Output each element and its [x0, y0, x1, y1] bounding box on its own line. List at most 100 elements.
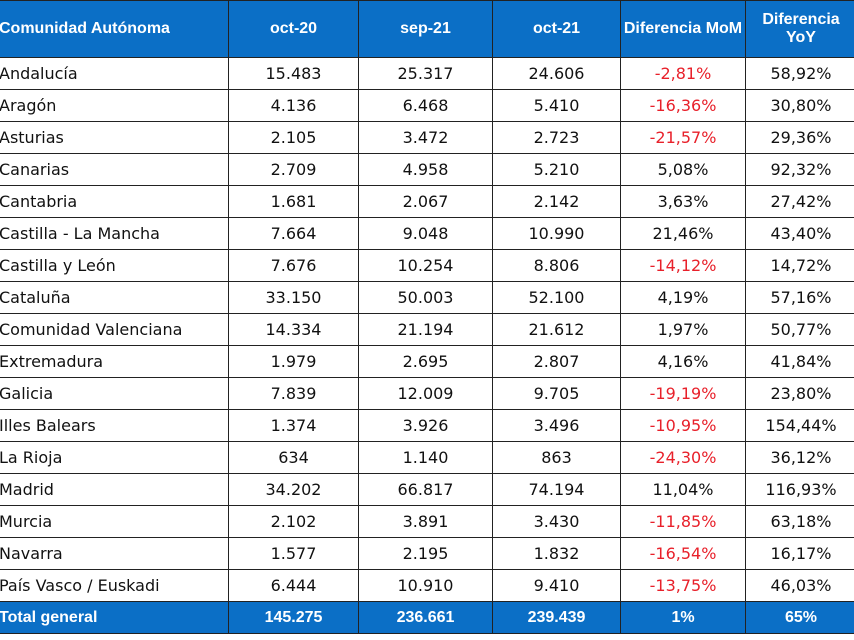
column-header: Diferencia MoM	[620, 0, 746, 58]
table-cell: País Vasco / Euskadi	[0, 569, 229, 602]
table-cell: Illes Balears	[0, 409, 229, 442]
table-cell: 4,19%	[620, 281, 746, 314]
table-cell: -10,95%	[620, 409, 746, 442]
table-cell: 30,80%	[745, 89, 854, 122]
table-cell: 9.410	[492, 569, 621, 602]
table-row: Comunidad Valenciana 14.334 21.194 21.612 1,…	[0, 313, 854, 346]
table-row: Canarias 2.709 4.958 5.210 5,08% 92,32%	[0, 153, 854, 186]
table-cell: 1%	[620, 601, 746, 634]
table-cell: 5.210	[492, 153, 621, 186]
table-cell: Canarias	[0, 153, 229, 186]
table-cell: 12.009	[358, 377, 493, 410]
table-cell: Galicia	[0, 377, 229, 410]
table-cell: 7.839	[228, 377, 359, 410]
table-cell: Navarra	[0, 537, 229, 570]
table-cell: Cantabria	[0, 185, 229, 218]
table-cell: 52.100	[492, 281, 621, 314]
table-cell: 863	[492, 441, 621, 474]
table-cell: 3.496	[492, 409, 621, 442]
table-cell: 2.105	[228, 121, 359, 154]
table-cell: -13,75%	[620, 569, 746, 602]
table-cell: 10.910	[358, 569, 493, 602]
table-cell: 25.317	[358, 57, 493, 90]
table-cell: 154,44%	[745, 409, 854, 442]
table-cell: 36,12%	[745, 441, 854, 474]
table-cell: 7.676	[228, 249, 359, 282]
table-row: La Rioja 634 1.140 863 -24,30% 36,12%	[0, 441, 854, 474]
table-cell: 2.695	[358, 345, 493, 378]
table-row: Castilla y León 7.676 10.254 8.806 -14,12% 14…	[0, 249, 854, 282]
table-cell: 2.102	[228, 505, 359, 538]
table-cell: 145.275	[228, 601, 359, 634]
table-cell: -16,36%	[620, 89, 746, 122]
table-cell: 5,08%	[620, 153, 746, 186]
table-cell: La Rioja	[0, 441, 229, 474]
table-cell: -16,54%	[620, 537, 746, 570]
table-row: Aragón 4.136 6.468 5.410 -16,36% 30,80%	[0, 89, 854, 122]
table-cell: 1,97%	[620, 313, 746, 346]
table-cell: Castilla - La Mancha	[0, 217, 229, 250]
column-header: oct-20	[228, 0, 359, 58]
table-cell: 1.681	[228, 185, 359, 218]
table-cell: 7.664	[228, 217, 359, 250]
table-cell: 21,46%	[620, 217, 746, 250]
table-cell: Comunidad Valenciana	[0, 313, 229, 346]
table-cell: 21.194	[358, 313, 493, 346]
table-row: Murcia 2.102 3.891 3.430 -11,85% 63,18%	[0, 505, 854, 538]
table-cell: Asturias	[0, 121, 229, 154]
table-cell: 50.003	[358, 281, 493, 314]
header-row: Comunidad Autónoma oct-20 sep-21 oct-21 Dife…	[0, 0, 854, 58]
table-cell: 3.926	[358, 409, 493, 442]
table-cell: 5.410	[492, 89, 621, 122]
table-cell: 10.990	[492, 217, 621, 250]
table-cell: 46,03%	[745, 569, 854, 602]
table-cell: 58,92%	[745, 57, 854, 90]
table-cell: 11,04%	[620, 473, 746, 506]
table-row: Madrid 34.202 66.817 74.194 11,04% 116,93%	[0, 473, 854, 506]
table-cell: Cataluña	[0, 281, 229, 314]
table-row: Castilla - La Mancha 7.664 9.048 10.990 21,4…	[0, 217, 854, 250]
table-cell: 3.472	[358, 121, 493, 154]
table-cell: 66.817	[358, 473, 493, 506]
table-cell: Total general	[0, 601, 229, 634]
table-cell: -11,85%	[620, 505, 746, 538]
table-row: Illes Balears 1.374 3.926 3.496 -10,95% 154,4…	[0, 409, 854, 442]
table-cell: 634	[228, 441, 359, 474]
table-cell: 1.140	[358, 441, 493, 474]
table-cell: 50,77%	[745, 313, 854, 346]
table-cell: Andalucía	[0, 57, 229, 90]
table-cell: 2.142	[492, 185, 621, 218]
table-cell: 33.150	[228, 281, 359, 314]
table-cell: 43,40%	[745, 217, 854, 250]
table-cell: 2.723	[492, 121, 621, 154]
table-cell: Castilla y León	[0, 249, 229, 282]
table-cell: 23,80%	[745, 377, 854, 410]
table-cell: 3,63%	[620, 185, 746, 218]
table-cell: 29,36%	[745, 121, 854, 154]
column-header: Comunidad Autónoma	[0, 0, 229, 58]
table-cell: 1.374	[228, 409, 359, 442]
table-cell: 92,32%	[745, 153, 854, 186]
table-cell: 2.807	[492, 345, 621, 378]
table-cell: 15.483	[228, 57, 359, 90]
table-row: Andalucía 15.483 25.317 24.606 -2,81% 58,92%	[0, 57, 854, 90]
table-cell: 16,17%	[745, 537, 854, 570]
table-row: Cantabria 1.681 2.067 2.142 3,63% 27,42%	[0, 185, 854, 218]
table-cell: 27,42%	[745, 185, 854, 218]
table-cell: 21.612	[492, 313, 621, 346]
table-cell: Extremadura	[0, 345, 229, 378]
column-header: Diferencia YoY	[745, 0, 854, 58]
table-cell: -2,81%	[620, 57, 746, 90]
table-cell: 236.661	[358, 601, 493, 634]
table-cell: 2.709	[228, 153, 359, 186]
table-row: Cataluña 33.150 50.003 52.100 4,19% 57,16%	[0, 281, 854, 314]
table-cell: 8.806	[492, 249, 621, 282]
table-cell: Madrid	[0, 473, 229, 506]
table-cell: 34.202	[228, 473, 359, 506]
table-cell: 10.254	[358, 249, 493, 282]
table-cell: 2.195	[358, 537, 493, 570]
table-cell: 9.705	[492, 377, 621, 410]
table-cell: Aragón	[0, 89, 229, 122]
table-cell: 3.891	[358, 505, 493, 538]
table-cell: 239.439	[492, 601, 621, 634]
